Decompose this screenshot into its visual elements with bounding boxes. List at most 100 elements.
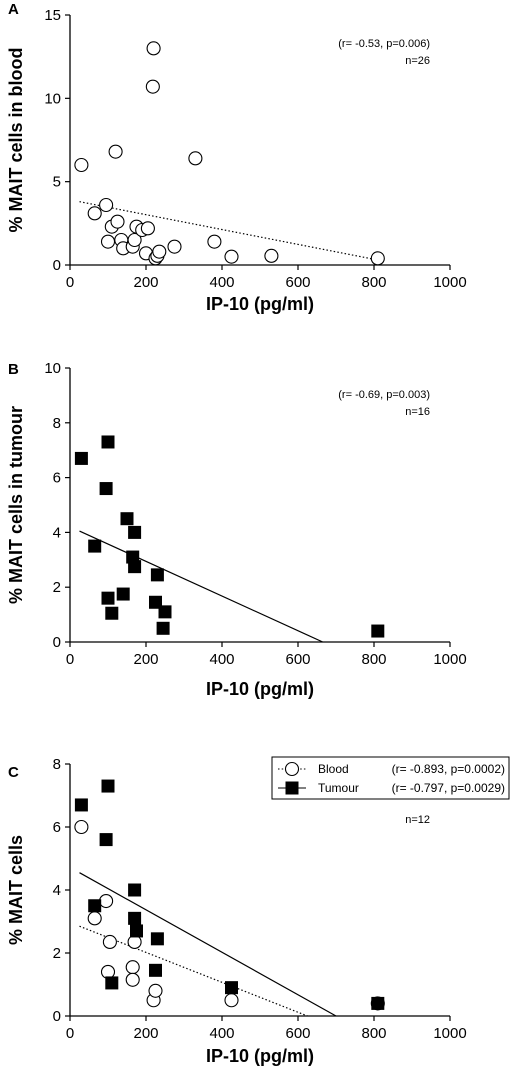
y-tick-label: 0 [53, 257, 61, 274]
x-tick-label: 400 [209, 274, 234, 291]
y-tick-label: 6 [53, 819, 61, 836]
sample-size: n=26 [405, 55, 430, 67]
panel-A: A 0 200 400 600 800 1000 0 5 10 15 IP-10 (pg/ml) % M… [6, 1, 467, 314]
data-point-square [101, 591, 115, 605]
data-point-square [156, 621, 170, 635]
y-tick-label: 10 [44, 360, 61, 377]
legend-marker [285, 781, 299, 795]
x-tick-label: 400 [209, 1025, 234, 1042]
legend-stats: (r= -0.797, p=0.0029) [392, 781, 505, 795]
x-tick-label: 1000 [433, 651, 466, 668]
data-point-circle [127, 232, 142, 248]
x-tick-label: 1000 [433, 1025, 466, 1042]
legend-label: Blood [318, 762, 349, 776]
x-tick-label: 800 [361, 651, 386, 668]
data-point-circle [108, 144, 123, 159]
data-point-circle [125, 972, 140, 987]
data-point-square [150, 932, 164, 946]
data-point-square [99, 833, 113, 847]
series-0 [74, 435, 385, 643]
data-point-square [88, 899, 102, 913]
legend-label: Tumour [318, 781, 359, 795]
data-point-square [128, 525, 142, 539]
data-point-square [99, 482, 113, 496]
y-axis-title: % MAIT cells in blood [6, 47, 26, 232]
data-point-square [128, 911, 142, 925]
data-point-circle [99, 197, 114, 213]
data-point-circle [87, 206, 102, 221]
y-tick-label: 8 [53, 415, 61, 432]
y-tick-label: 6 [53, 470, 61, 487]
data-point-circle [207, 234, 222, 249]
sample-size: n=12 [405, 814, 430, 826]
y-tick-label: 10 [44, 90, 61, 107]
x-axis-title: IP-10 (pg/ml) [206, 679, 314, 699]
data-point-circle [99, 893, 114, 909]
correlation-stats: (r= -0.53, p=0.006) [338, 38, 430, 50]
legend-stats: (r= -0.893, p=0.0002) [392, 762, 505, 776]
correlation-stats: (r= -0.69, p=0.003) [338, 389, 430, 401]
x-tick-label: 1000 [433, 274, 466, 291]
data-point-square [371, 624, 385, 638]
data-point-square [130, 924, 143, 938]
x-tick-label: 200 [133, 274, 158, 291]
y-tick-label: 5 [53, 174, 61, 191]
x-tick-label: 0 [66, 651, 74, 668]
data-point-circle [102, 934, 117, 950]
data-point-square [101, 435, 115, 449]
data-point-square [149, 963, 162, 977]
data-point-square [225, 981, 238, 995]
regression-line [79, 530, 323, 643]
x-tick-label: 0 [66, 274, 74, 291]
legend: Blood (r= -0.893, p=0.0002) Tumour (r= -0.7… [271, 756, 510, 800]
data-point-square [371, 996, 385, 1010]
y-axis-title: % MAIT cells in tumour [6, 406, 26, 604]
series-tumour [74, 779, 385, 1017]
regression-line [79, 201, 378, 261]
x-tick-label: 800 [361, 1025, 386, 1042]
data-point-square [128, 883, 142, 897]
panel-letter: B [8, 361, 19, 378]
panel-letter: A [8, 1, 19, 18]
y-tick-label: 8 [53, 756, 61, 773]
data-point-square [120, 512, 134, 526]
series-blood [74, 819, 385, 1017]
x-tick-label: 200 [133, 651, 158, 668]
data-point-circle [125, 960, 140, 975]
regression-line [79, 925, 308, 1017]
x-tick-label: 600 [285, 274, 310, 291]
data-point-circle [264, 248, 279, 263]
series-0 [74, 41, 385, 266]
x-tick-label: 600 [285, 1025, 310, 1042]
data-point-circle [145, 79, 160, 94]
data-point-circle [140, 221, 155, 236]
data-point-square [158, 605, 172, 619]
panel-C: C 0 200 400 600 800 1000 0 2 4 6 8 IP-10 (pg/ml) % MA… [6, 756, 510, 1066]
data-point-square [74, 451, 88, 465]
x-tick-label: 800 [361, 274, 386, 291]
x-axis-title: IP-10 (pg/ml) [206, 294, 314, 314]
y-axis-title: % MAIT cells [6, 835, 26, 945]
y-tick-label: 4 [53, 882, 61, 899]
data-point-circle [188, 151, 203, 166]
data-point-square [116, 587, 130, 601]
x-axis-title: IP-10 (pg/ml) [206, 1046, 314, 1066]
sample-size: n=16 [405, 406, 430, 418]
y-tick-label: 4 [53, 524, 61, 541]
y-tick-label: 15 [44, 7, 61, 24]
data-point-square [88, 539, 102, 553]
data-point-circle [370, 251, 385, 266]
y-tick-label: 2 [53, 579, 61, 596]
data-point-circle [224, 993, 239, 1008]
data-point-circle [100, 234, 116, 249]
data-point-circle [146, 41, 161, 56]
x-tick-label: 400 [209, 651, 234, 668]
data-point-circle [110, 214, 125, 229]
x-tick-label: 200 [133, 1025, 158, 1042]
data-point-circle [167, 239, 182, 254]
legend-marker [284, 761, 300, 777]
data-point-square [105, 976, 119, 990]
data-point-circle [74, 157, 89, 173]
data-point-square [105, 606, 119, 620]
